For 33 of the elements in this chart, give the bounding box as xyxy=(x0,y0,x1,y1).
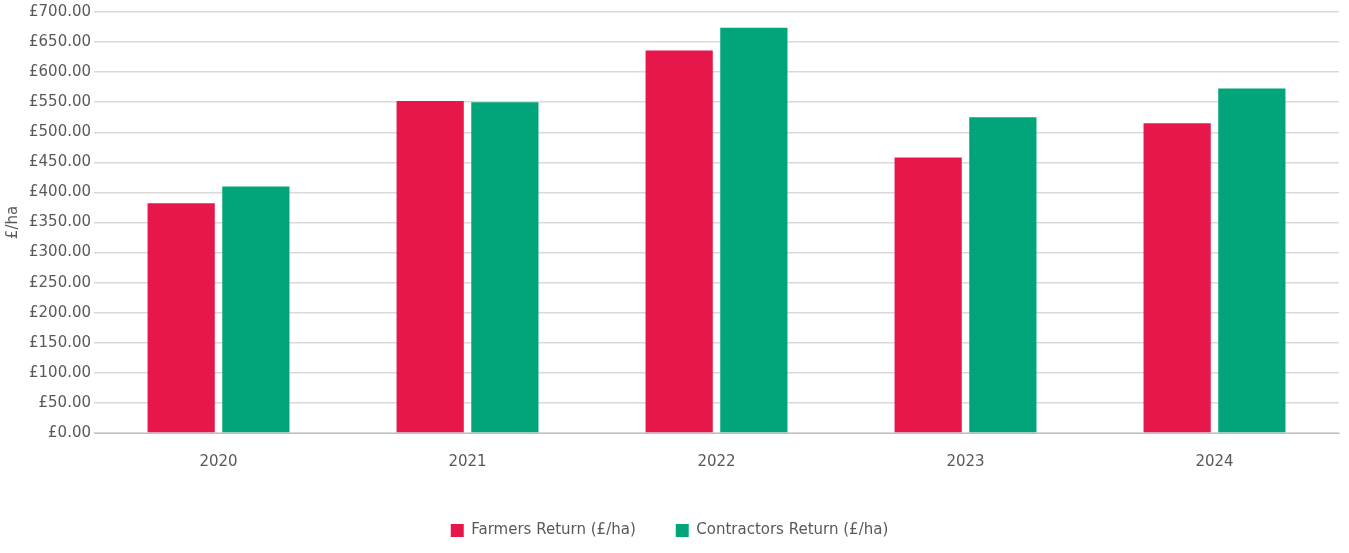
y-tick-label: £0.00 xyxy=(48,422,92,441)
y-tick-label: £350.00 xyxy=(29,212,92,231)
x-tick-label: 2022 xyxy=(697,451,736,470)
bar xyxy=(1143,123,1211,433)
y-axis-title: £/ha xyxy=(2,205,21,240)
bar xyxy=(471,102,539,433)
y-tick-label: £450.00 xyxy=(29,152,92,171)
y-tick-label: £550.00 xyxy=(29,92,92,111)
y-tick-label: £100.00 xyxy=(29,362,92,381)
bar xyxy=(396,101,464,433)
y-tick-label: £400.00 xyxy=(29,182,92,201)
x-tick-label: 2023 xyxy=(946,451,985,470)
y-tick-label: £650.00 xyxy=(29,31,92,50)
x-tick-label: 2020 xyxy=(199,451,238,470)
legend-label: Farmers Return (£/ha) xyxy=(471,520,636,539)
x-tick-label: 2024 xyxy=(1195,451,1234,470)
y-tick-label: £700.00 xyxy=(29,1,92,20)
bar xyxy=(645,50,713,433)
bar xyxy=(222,186,290,433)
y-tick-label: £600.00 xyxy=(29,62,92,81)
y-tick-label: £300.00 xyxy=(29,242,92,261)
bar xyxy=(147,203,215,433)
bar xyxy=(894,157,962,433)
y-tick-label: £200.00 xyxy=(29,302,92,321)
x-tick-label: 2021 xyxy=(448,451,487,470)
y-tick-label: £500.00 xyxy=(29,122,92,141)
y-tick-label: £50.00 xyxy=(38,392,92,411)
bar xyxy=(1218,88,1286,433)
y-tick-label: £150.00 xyxy=(29,332,92,351)
y-tick-label: £250.00 xyxy=(29,272,92,291)
legend-label: Contractors Return (£/ha) xyxy=(696,520,889,539)
bar xyxy=(720,27,788,433)
bar xyxy=(969,117,1037,433)
